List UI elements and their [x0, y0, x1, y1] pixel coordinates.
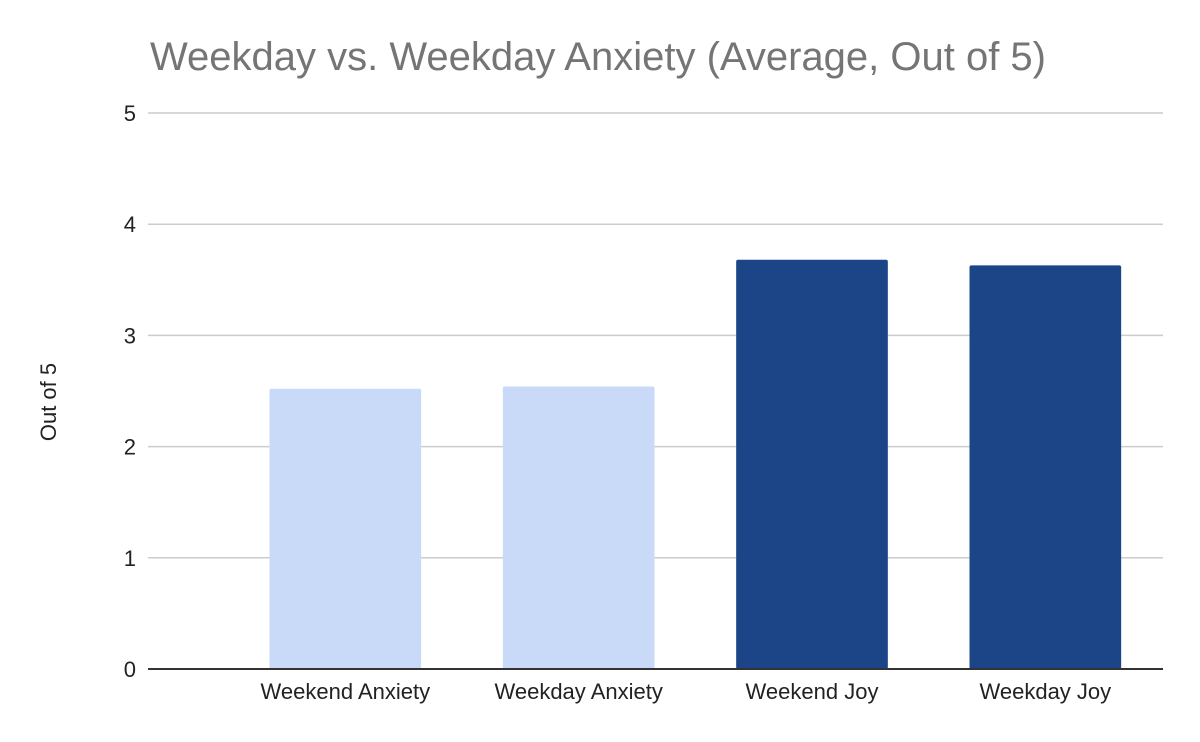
- chart-title: Weekday vs. Weekday Anxiety (Average, Ou…: [150, 35, 1046, 79]
- x-category-label: Weekend Anxiety: [261, 679, 431, 704]
- x-category-label: Weekend Joy: [746, 679, 879, 704]
- y-tick-label: 4: [124, 212, 136, 237]
- y-tick-label: 1: [124, 546, 136, 571]
- y-axis-label: Out of 5: [36, 363, 61, 441]
- bars: [269, 259, 1122, 669]
- bar-weekend-joy: [736, 259, 888, 669]
- x-category-label: Weekday Anxiety: [494, 679, 662, 704]
- y-tick-label: 5: [124, 101, 136, 126]
- x-axis-categories: Weekend Anxiety Weekday Anxiety Weekend Jo…: [261, 679, 1112, 704]
- y-tick-label: 3: [124, 323, 136, 348]
- bar-weekday-joy: [969, 265, 1122, 669]
- y-tick-label: 0: [124, 657, 136, 682]
- bar-weekend-anxiety: [269, 388, 422, 669]
- bar-weekday-anxiety: [502, 386, 655, 669]
- x-category-label: Weekday Joy: [980, 679, 1112, 704]
- y-axis-ticks: 0 1 2 3 4 5: [124, 101, 136, 682]
- y-tick-label: 2: [124, 435, 136, 460]
